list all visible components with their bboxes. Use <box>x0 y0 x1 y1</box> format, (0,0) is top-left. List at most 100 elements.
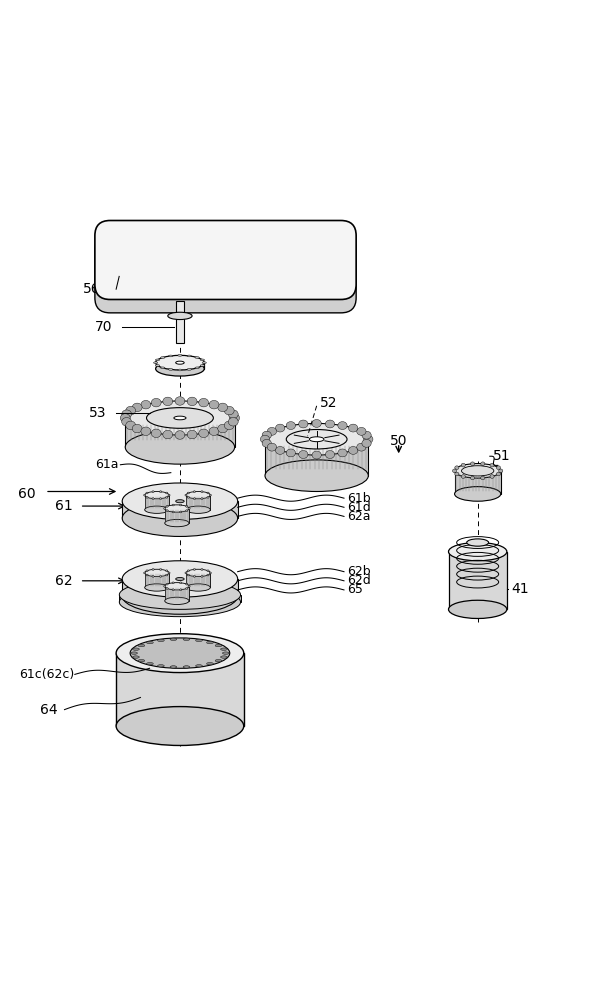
Ellipse shape <box>165 519 189 527</box>
Ellipse shape <box>364 435 373 443</box>
Ellipse shape <box>193 569 195 570</box>
Polygon shape <box>165 509 189 523</box>
Text: 50: 50 <box>390 434 407 448</box>
Ellipse shape <box>362 439 371 447</box>
Ellipse shape <box>193 575 195 577</box>
Ellipse shape <box>163 430 173 439</box>
Ellipse shape <box>481 476 485 480</box>
Ellipse shape <box>166 496 167 498</box>
Ellipse shape <box>132 424 142 433</box>
Ellipse shape <box>125 430 234 464</box>
Ellipse shape <box>448 543 507 561</box>
Ellipse shape <box>160 498 162 500</box>
Ellipse shape <box>122 418 132 426</box>
Ellipse shape <box>178 369 182 371</box>
Ellipse shape <box>172 504 174 506</box>
Ellipse shape <box>125 406 136 415</box>
Ellipse shape <box>218 403 228 412</box>
Ellipse shape <box>166 583 168 585</box>
Text: 60: 60 <box>18 487 35 501</box>
Ellipse shape <box>144 494 146 496</box>
Ellipse shape <box>122 561 238 597</box>
Ellipse shape <box>187 355 191 357</box>
Ellipse shape <box>133 648 139 650</box>
Ellipse shape <box>151 429 161 438</box>
Polygon shape <box>110 284 341 298</box>
Text: 65: 65 <box>347 583 363 596</box>
Ellipse shape <box>183 638 190 641</box>
Ellipse shape <box>122 500 238 536</box>
Ellipse shape <box>166 570 167 572</box>
Text: 56: 56 <box>83 282 100 296</box>
Ellipse shape <box>146 570 148 572</box>
Ellipse shape <box>215 644 222 647</box>
Ellipse shape <box>161 367 165 369</box>
Ellipse shape <box>183 666 190 668</box>
Polygon shape <box>176 301 183 343</box>
Ellipse shape <box>141 400 151 409</box>
Ellipse shape <box>161 357 165 358</box>
Text: 51: 51 <box>493 449 510 463</box>
Ellipse shape <box>265 423 368 455</box>
Ellipse shape <box>175 397 185 405</box>
Ellipse shape <box>178 354 182 356</box>
Ellipse shape <box>170 666 177 668</box>
Ellipse shape <box>160 569 162 570</box>
Ellipse shape <box>325 451 335 458</box>
Ellipse shape <box>265 460 368 491</box>
Ellipse shape <box>224 421 234 430</box>
Ellipse shape <box>199 429 209 438</box>
Ellipse shape <box>348 446 358 454</box>
Polygon shape <box>122 501 238 518</box>
Ellipse shape <box>286 430 347 449</box>
Ellipse shape <box>325 420 335 428</box>
Polygon shape <box>186 495 210 510</box>
Ellipse shape <box>187 574 189 576</box>
Ellipse shape <box>490 463 494 467</box>
Text: 53: 53 <box>89 406 107 420</box>
Ellipse shape <box>119 580 241 609</box>
Ellipse shape <box>170 638 177 641</box>
Text: 70: 70 <box>95 320 113 334</box>
Ellipse shape <box>193 491 195 493</box>
Ellipse shape <box>187 430 197 439</box>
Ellipse shape <box>262 431 272 439</box>
Ellipse shape <box>207 492 209 494</box>
Ellipse shape <box>206 662 213 665</box>
Ellipse shape <box>187 369 191 370</box>
Ellipse shape <box>166 574 167 576</box>
Ellipse shape <box>125 421 136 430</box>
Text: 62d: 62d <box>347 574 371 587</box>
Ellipse shape <box>312 419 322 427</box>
Ellipse shape <box>220 648 227 650</box>
Ellipse shape <box>160 491 162 493</box>
Ellipse shape <box>206 641 213 644</box>
Ellipse shape <box>201 575 203 577</box>
Ellipse shape <box>220 656 227 658</box>
Ellipse shape <box>166 492 167 494</box>
Ellipse shape <box>152 569 154 570</box>
Text: 62: 62 <box>55 574 73 588</box>
Ellipse shape <box>175 431 185 439</box>
FancyBboxPatch shape <box>95 234 356 313</box>
Ellipse shape <box>209 572 211 574</box>
Ellipse shape <box>122 410 132 418</box>
Polygon shape <box>448 552 507 609</box>
Polygon shape <box>186 573 210 587</box>
Ellipse shape <box>116 634 244 673</box>
Ellipse shape <box>466 539 488 546</box>
Ellipse shape <box>298 420 308 428</box>
Ellipse shape <box>180 511 181 513</box>
Ellipse shape <box>286 449 295 457</box>
Ellipse shape <box>199 398 209 407</box>
Ellipse shape <box>145 491 169 499</box>
Ellipse shape <box>145 584 169 591</box>
Ellipse shape <box>222 652 229 654</box>
Ellipse shape <box>164 508 166 509</box>
Ellipse shape <box>131 652 138 654</box>
Ellipse shape <box>164 585 166 587</box>
Ellipse shape <box>195 357 199 358</box>
Ellipse shape <box>357 427 366 435</box>
Ellipse shape <box>481 462 485 466</box>
Ellipse shape <box>186 491 210 499</box>
